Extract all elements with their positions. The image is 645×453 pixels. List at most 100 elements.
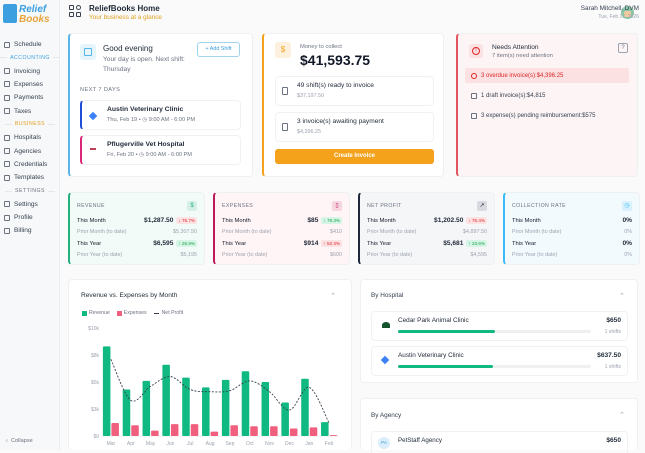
add-shift-button[interactable]: + Add Shift (197, 42, 240, 57)
expenses-bar[interactable] (289, 428, 298, 436)
expenses-bar[interactable] (309, 427, 318, 436)
stat-row: Prior Month (to date) 0% (512, 227, 632, 238)
attention-item[interactable]: 1 draft invoice(s): $4,815 (465, 88, 629, 103)
document-icon (471, 92, 477, 99)
collapse-chevron-icon[interactable]: ⌃ (619, 412, 625, 419)
collapse-chevron-icon[interactable]: ⌃ (619, 293, 625, 300)
stat-row-label: Prior Year (to date) (367, 252, 413, 258)
stat-row-value: $4,595 (470, 252, 488, 258)
expenses-bar[interactable] (190, 424, 199, 436)
revenue-bar[interactable] (221, 379, 230, 436)
create-invoice-button[interactable]: Create Invoice (275, 149, 434, 164)
expenses-bar[interactable] (210, 431, 219, 436)
sidebar-item-schedule[interactable]: Schedule (0, 38, 60, 51)
sidebar-item-label: Payments (14, 94, 44, 102)
expenses-bar[interactable] (250, 426, 258, 436)
shift-datetime: Thu, Feb 19 • ◷ 9:00 AM - 6:00 PM (107, 117, 195, 123)
sidebar-item-payments[interactable]: Payments (0, 91, 60, 104)
sidebar-item-taxes[interactable]: Taxes (0, 105, 60, 118)
calendar-icon (4, 41, 10, 48)
hospital-share-bar (398, 330, 591, 333)
app-logo[interactable]: Relief Books (3, 3, 57, 25)
hospital-shifts: 1 shifts (604, 329, 621, 335)
shift-item[interactable]: Austin Veterinary Clinic Thu, Feb 19 • ◷ … (80, 100, 241, 130)
greeting-message: Your day is open. Next shift: Thursday (103, 56, 185, 73)
stat-row: This Year 0% (512, 238, 632, 249)
y-tick-label: $3k (91, 407, 100, 413)
attention-text: 1 draft invoice(s) (481, 92, 526, 99)
expenses-bar[interactable] (270, 426, 278, 436)
revenue-bar[interactable] (162, 364, 170, 436)
expenses-bar[interactable] (131, 425, 139, 436)
sidebar-item-agencies[interactable]: Agencies (0, 144, 60, 157)
revenue-bar[interactable] (182, 377, 190, 436)
stat-row-value: $5,195 (180, 252, 198, 258)
collect-item[interactable]: 3 invoice(s) awaiting payment $4,396.25 (275, 112, 434, 142)
hospital-item[interactable]: Austin Veterinary Clinic $637.50 1 shifts (371, 346, 628, 376)
sidebar-nav: Schedule ACCOUNTING Invoicing Expenses Payme… (0, 38, 60, 238)
calendar-icon (80, 44, 96, 60)
settings-icon (4, 201, 10, 208)
expenses-bar[interactable] (111, 423, 119, 436)
collect-item[interactable]: 49 shift(s) ready to invoice $37,197.50 (275, 76, 434, 106)
sidebar-item-credentials[interactable]: Credentials (0, 158, 60, 171)
stat-row-label: Prior Year (to date) (512, 252, 558, 258)
stat-row: This Year $6,595 ↑ 26.9% (77, 238, 197, 249)
stat-row: Prior Year (to date) $600 (222, 250, 342, 261)
attention-text: 3 overdue invoice(s) (481, 72, 536, 79)
x-tick-label: Jul (187, 441, 193, 447)
sidebar-item-profile[interactable]: Profile (0, 211, 60, 224)
shift-item[interactable]: Pflugerville Vet Hospital Fri, Feb 20 • ◷… (80, 135, 241, 165)
revenue-bar[interactable] (321, 422, 329, 436)
expenses-bar[interactable] (151, 430, 159, 436)
stat-title: EXPENSES (222, 203, 254, 209)
change-badge: ↑ 23.6% (466, 240, 487, 247)
y-tick-label: $5k (91, 380, 100, 386)
revenue-bar[interactable] (122, 389, 131, 436)
revenue-bar[interactable] (281, 402, 289, 436)
expenses-bar[interactable] (230, 425, 238, 436)
revenue-bar[interactable] (261, 382, 270, 436)
expenses-bar[interactable] (170, 424, 179, 436)
stat-row: This Month $85 ↓ 79.3% (222, 215, 342, 226)
receipt-icon (471, 112, 477, 119)
help-button[interactable]: ? (618, 43, 628, 53)
legend-net-profit-swatch (153, 312, 159, 314)
stat-row: Prior Year (to date) 0% (512, 250, 632, 261)
sidebar-item-invoicing[interactable]: Invoicing (0, 64, 60, 77)
agency-amount: $650 (606, 437, 621, 444)
hospital-item[interactable]: Cedar Park Animal Clinic $650 1 shifts (371, 311, 628, 341)
sidebar-item-templates[interactable]: Templates (0, 171, 60, 184)
by-hospital-card: By Hospital ⌃ Cedar Park Animal Clinic $6… (360, 279, 638, 383)
stat-row-value: 0% (624, 229, 632, 235)
clock-icon: • ◷ (134, 152, 146, 158)
avatar[interactable] (621, 6, 634, 19)
agency-item[interactable]: PA PetStaff Agency $650 (371, 431, 628, 453)
attention-item[interactable]: 3 expense(s) pending reimbursement: $575 (465, 108, 629, 123)
stat-title: NET PROFIT (367, 203, 402, 209)
sidebar-section-business: BUSINESS (0, 118, 60, 131)
sidebar-item-billing[interactable]: Billing (0, 224, 60, 237)
expenses-bar[interactable] (329, 435, 338, 436)
revenue-bar[interactable] (142, 380, 151, 436)
attention-amount: $4,396.25 (536, 72, 564, 79)
attention-item[interactable]: 3 overdue invoice(s): $4,396.25 (465, 68, 629, 83)
revenue-bar[interactable] (102, 346, 111, 436)
collapse-chevron-icon[interactable]: ⌃ (330, 293, 336, 300)
user-name[interactable]: Sarah Mitchell, DVM (580, 5, 639, 12)
agency-name: PetStaff Agency (398, 437, 442, 444)
sidebar-item-hospitals[interactable]: Hospitals (0, 131, 60, 144)
sidebar-item-label: Profile (14, 214, 33, 222)
collapse-button[interactable]: ‹ Collapse (6, 438, 33, 444)
revenue-bar[interactable] (241, 371, 250, 436)
hospital-amount: $650 (606, 317, 621, 324)
revenue-bar[interactable] (202, 387, 210, 436)
revenue-bar[interactable] (301, 378, 309, 436)
legend-expenses-swatch (116, 310, 122, 316)
sidebar-item-expenses[interactable]: Expenses (0, 78, 60, 91)
revenue-expenses-chart-card: Revenue vs. Expenses by Month ⌃ Revenue … (68, 279, 352, 450)
shift-date: Thu, Feb 19 (107, 117, 138, 123)
sidebar-item-settings[interactable]: Settings (0, 198, 60, 211)
stat-icon: ↗ (477, 201, 487, 211)
revenue-expenses-chart: $0 $3k $5k $8k $10k Mar Apr May Jun Jul Aug Sep Oct N… (88, 326, 339, 447)
